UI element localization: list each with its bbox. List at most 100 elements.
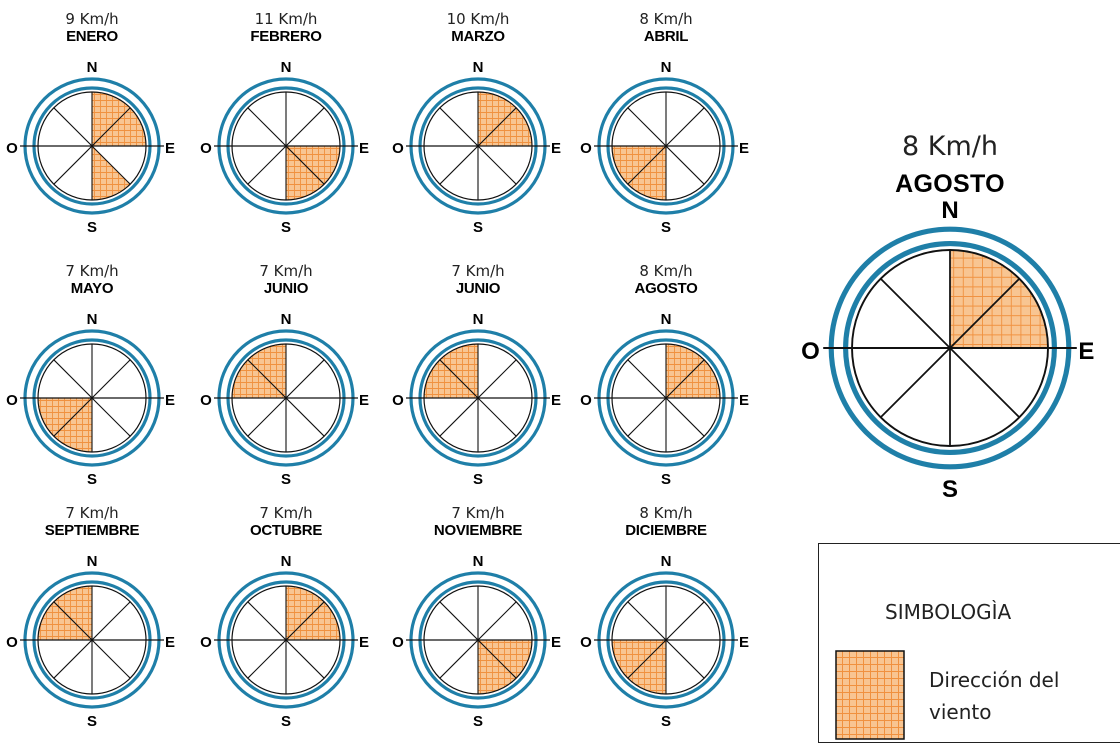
compass-diagram: N S E O: [6, 553, 175, 730]
wind-sector-sw-s: [627, 640, 666, 694]
wind-sector-se-s: [478, 640, 517, 694]
month-label: MAYO: [70, 280, 114, 297]
west-label: O: [200, 392, 212, 409]
wind-sector-nw-w: [38, 601, 92, 640]
south-label: S: [281, 219, 291, 236]
east-label: E: [551, 634, 561, 651]
wind-sector-nw-n: [439, 344, 478, 398]
wind-rose-5: 7 Km/h MAYO N S E O: [0, 262, 192, 488]
legend-swatch: [835, 650, 905, 740]
compass-diagram: N S E O: [6, 59, 175, 236]
north-label: N: [87, 553, 98, 570]
west-label: O: [392, 140, 404, 157]
wind-sector-sw-w: [612, 640, 666, 679]
compass-diagram: N S E O: [6, 311, 175, 488]
west-label: O: [200, 140, 212, 157]
east-label: E: [359, 140, 369, 157]
featured-compass-diagram: N S E O: [801, 197, 1094, 503]
featured-speed-label: 8 Km/h: [902, 131, 998, 162]
wind-sector-nw-n: [247, 344, 286, 398]
compass-diagram: N S E O: [580, 311, 749, 488]
compass-diagram: N S E O: [200, 553, 369, 730]
wind-sector-se-e: [478, 640, 532, 679]
wind-sector-ne-n: [950, 250, 1020, 348]
north-label: N: [281, 311, 292, 328]
speed-label: 7 Km/h: [259, 504, 313, 522]
month-label: ABRIL: [643, 28, 689, 45]
month-label: SEPTIEMBRE: [44, 522, 140, 539]
west-label: O: [801, 338, 820, 365]
west-label: O: [392, 634, 404, 651]
north-label: N: [281, 59, 292, 76]
north-label: N: [661, 553, 672, 570]
wind-sector-sw-s: [53, 398, 92, 452]
speed-label: 8 Km/h: [639, 10, 693, 28]
north-label: N: [473, 553, 484, 570]
wind-rose-8: 8 Km/h AGOSTO N S E O: [566, 262, 766, 488]
east-label: E: [165, 392, 175, 409]
month-label: AGOSTO: [634, 280, 698, 297]
south-label: S: [473, 471, 483, 488]
month-label: JUNIO: [263, 280, 309, 297]
north-label: N: [661, 311, 672, 328]
wind-rose-9: 7 Km/h SEPTIEMBRE N S E O: [0, 504, 192, 730]
west-label: O: [580, 392, 592, 409]
north-label: N: [87, 311, 98, 328]
east-label: E: [165, 140, 175, 157]
wind-sector-sw-w: [612, 146, 666, 185]
east-label: E: [1078, 338, 1094, 365]
wind-sector-ne-n: [286, 586, 325, 640]
wind-sector-nw-n: [53, 586, 92, 640]
wind-sector-se-s: [286, 146, 325, 200]
east-label: E: [165, 634, 175, 651]
compass-diagram: N S E O: [580, 59, 749, 236]
legend-box: SIMBOLOGÌA Dirección del viento: [818, 543, 1120, 743]
west-label: O: [580, 634, 592, 651]
wind-sector-ne-e: [286, 601, 340, 640]
wind-sector-ne-e: [666, 359, 720, 398]
legend-item-label: Dirección del viento: [929, 668, 1060, 724]
north-label: N: [281, 553, 292, 570]
compass-diagram: N S E O: [580, 553, 749, 730]
east-label: E: [551, 140, 561, 157]
speed-label: 9 Km/h: [65, 10, 119, 28]
wind-rose-11: 7 Km/h NOVIEMBRE N S E O: [378, 504, 578, 730]
south-label: S: [87, 219, 97, 236]
south-label: S: [661, 471, 671, 488]
wind-rose-7: 7 Km/h JUNIO N S E O: [378, 262, 578, 488]
wind-rose-10: 7 Km/h OCTUBRE N S E O: [186, 504, 386, 730]
wind-rose-6: 7 Km/h JUNIO N S E O: [186, 262, 386, 488]
north-label: N: [473, 59, 484, 76]
north-label: N: [473, 311, 484, 328]
wind-sector-ne-n: [478, 92, 517, 146]
compass-diagram: N S E O: [200, 59, 369, 236]
south-label: S: [87, 713, 97, 730]
east-label: E: [359, 392, 369, 409]
speed-label: 7 Km/h: [451, 504, 505, 522]
wind-sector-ne-e: [478, 107, 532, 146]
speed-label: 11 Km/h: [254, 10, 318, 28]
east-label: E: [359, 634, 369, 651]
wind-sector-nw-w: [232, 359, 286, 398]
wind-sector-sw-w: [38, 398, 92, 437]
wind-sector-sw-s: [627, 146, 666, 200]
compass-diagram: N S E O: [200, 311, 369, 488]
speed-label: 7 Km/h: [65, 262, 119, 280]
month-label: FEBRERO: [250, 28, 322, 45]
month-label: MARZO: [451, 28, 505, 45]
north-label: N: [87, 59, 98, 76]
speed-label: 8 Km/h: [639, 262, 693, 280]
west-label: O: [6, 634, 18, 651]
wind-sector-ne-e: [950, 278, 1048, 348]
month-label: ENERO: [66, 28, 118, 45]
featured-wind-rose: 8 Km/h AGOSTO N S E O: [790, 130, 1110, 505]
south-label: S: [661, 219, 671, 236]
wind-sector-se-e: [286, 146, 340, 185]
compass-diagram: N S E O: [392, 311, 561, 488]
west-label: O: [6, 392, 18, 409]
south-label: S: [473, 219, 483, 236]
wind-sector-ne-n: [92, 92, 131, 146]
west-label: O: [6, 140, 18, 157]
wind-sector-ne-n: [666, 344, 705, 398]
east-label: E: [551, 392, 561, 409]
